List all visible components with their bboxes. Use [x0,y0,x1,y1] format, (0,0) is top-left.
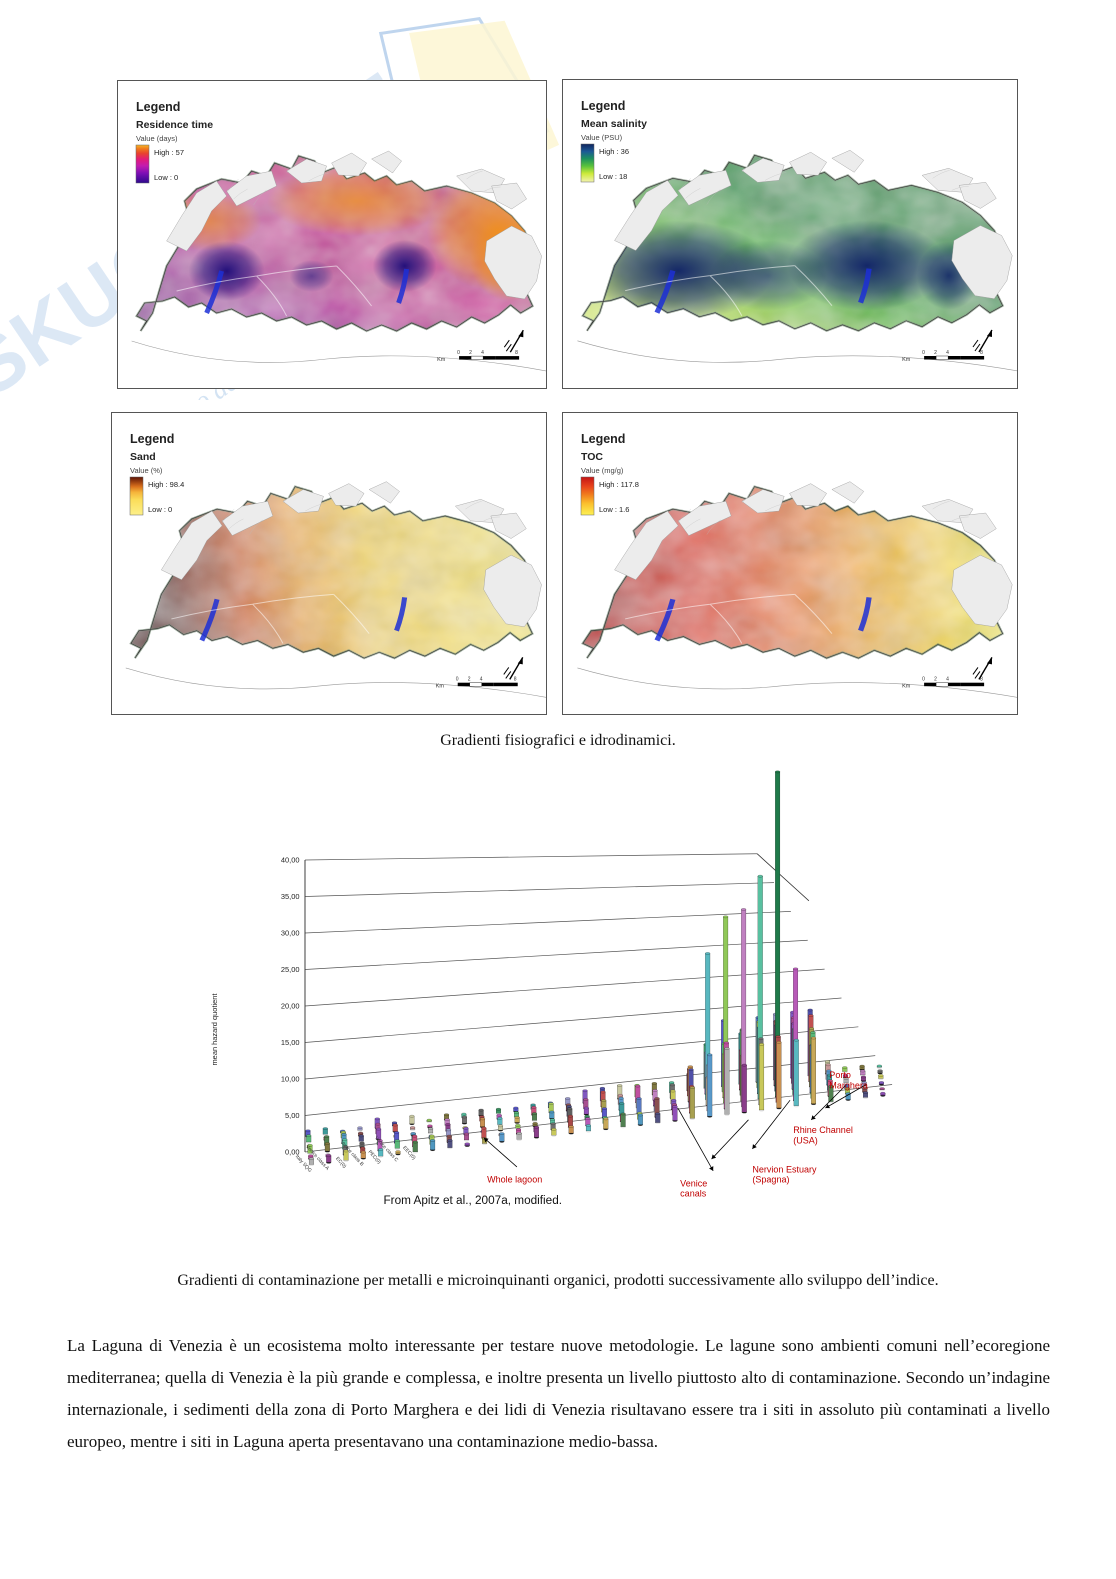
svg-text:High : 57: High : 57 [154,148,184,157]
svg-text:mean hazard quotient: mean hazard quotient [210,993,219,1066]
svg-text:25,00: 25,00 [281,965,300,974]
svg-text:0: 0 [922,677,925,683]
svg-text:TOC: TOC [581,451,603,463]
svg-text:Venice class A: Venice class A [304,1144,330,1172]
svg-text:Venice class C: Venice class C [373,1135,399,1163]
svg-text:2: 2 [469,350,472,356]
svg-text:High : 117.8: High : 117.8 [599,480,639,489]
svg-text:Value (%): Value (%) [130,466,163,475]
svg-text:Low : 0: Low : 0 [148,505,172,514]
svg-text:4: 4 [481,350,484,356]
svg-text:From Apitz et al., 2007a, modi: From Apitz et al., 2007a, modified. [383,1194,562,1207]
svg-text:Residence time: Residence time [136,119,213,131]
svg-text:Value (mg/g): Value (mg/g) [581,466,624,475]
svg-text:High : 98.4: High : 98.4 [148,480,184,489]
svg-text:Nervion Estuary(Spagna): Nervion Estuary (Spagna) [752,1164,817,1184]
svg-text:Km: Km [902,684,911,690]
svg-text:30,00: 30,00 [281,928,300,937]
svg-text:Italy SQG: Italy SQG [294,1154,313,1174]
svg-text:Km: Km [436,684,445,690]
svg-text:Legend: Legend [581,432,625,446]
svg-text:4: 4 [946,350,949,356]
svg-text:Mean salinity: Mean salinity [581,118,647,130]
svg-text:EEC(0): EEC(0) [401,1145,417,1161]
svg-text:2: 2 [934,677,937,683]
svg-text:40,00: 40,00 [281,855,300,864]
svg-text:2: 2 [468,677,471,683]
svg-text:Low : 18: Low : 18 [599,172,627,181]
svg-text:Legend: Legend [136,100,180,114]
svg-text:Value (PSU): Value (PSU) [581,133,623,142]
svg-text:0: 0 [457,350,460,356]
svg-text:8: 8 [514,677,517,683]
svg-text:Sand: Sand [130,451,156,463]
svg-text:Value (days): Value (days) [136,134,178,143]
svg-text:2: 2 [934,350,937,356]
svg-text:Legend: Legend [581,99,625,113]
svg-text:High : 36: High : 36 [599,147,629,156]
svg-text:4: 4 [946,677,949,683]
svg-text:4: 4 [480,677,483,683]
svg-text:20,00: 20,00 [281,1001,300,1010]
svg-text:10,00: 10,00 [281,1074,300,1083]
svg-text:Whole lagoon: Whole lagoon [487,1175,542,1185]
svg-text:EC(0): EC(0) [334,1156,347,1170]
svg-text:0: 0 [456,677,459,683]
svg-text:35,00: 35,00 [281,892,300,901]
svg-text:5,00: 5,00 [285,1111,299,1120]
svg-text:Venice class B: Venice class B [339,1140,365,1168]
svg-text:8: 8 [980,350,983,356]
svg-text:Legend: Legend [130,432,174,446]
svg-text:PEC(0): PEC(0) [367,1149,383,1165]
svg-text:0: 0 [922,350,925,356]
svg-text:15,00: 15,00 [281,1038,300,1047]
svg-text:0,00: 0,00 [285,1147,299,1156]
svg-text:Km: Km [902,357,911,363]
svg-text:Low : 0: Low : 0 [154,173,178,182]
svg-text:8: 8 [515,350,518,356]
svg-text:Km: Km [437,357,446,363]
svg-text:Rhine Channel(USA): Rhine Channel (USA) [793,1125,853,1145]
svg-text:Low : 1.6: Low : 1.6 [599,505,629,514]
